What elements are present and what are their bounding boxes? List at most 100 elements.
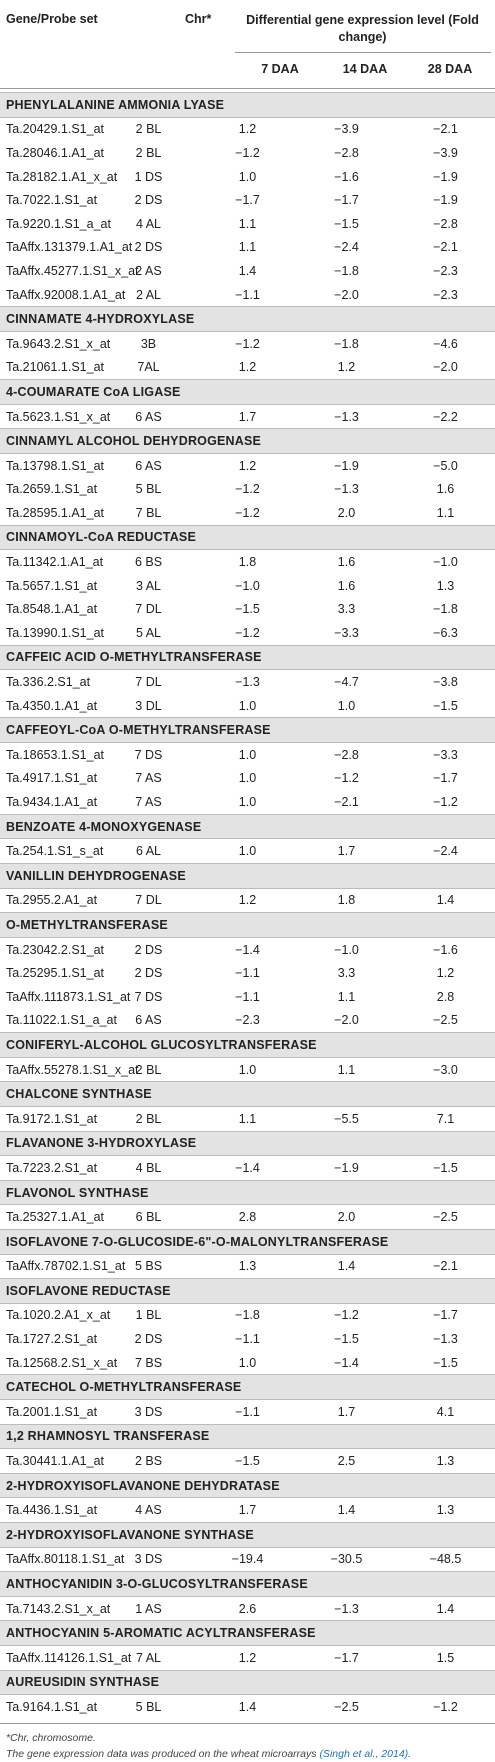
section-title: CONIFERYL-ALCOHOL GLUCOSYLTRANSFERASE xyxy=(0,1032,495,1058)
section-header-row: CATECHOL O-METHYLTRANSFERASE xyxy=(0,1374,495,1401)
table-row: TaAffx.131379.1.A1_at 2 DS 1.1 −2.4 −2.1 xyxy=(0,236,495,260)
fold-change-28daa-cell: −1.7 xyxy=(433,771,458,786)
section-header-row: CINNAMYL ALCOHOL DEHYDROGENASE xyxy=(0,428,495,454)
probe-set-cell: Ta.28595.1.A1_at xyxy=(6,505,104,520)
chromosome-cell: 2 DS xyxy=(134,193,163,208)
probe-set-cell: Ta.20429.1.S1_at xyxy=(6,122,104,137)
probe-set-cell: TaAffx.80118.1.S1_at xyxy=(6,1552,125,1567)
probe-set-cell: Ta.7223.2.S1_at xyxy=(6,1160,98,1175)
fold-change-7daa-cell: −1.2 xyxy=(235,505,260,520)
probe-set-cell: Ta.4436.1.S1_at xyxy=(6,1503,98,1518)
header-divider xyxy=(235,52,491,53)
chromosome-cell: 4 BL xyxy=(135,1160,162,1175)
stage-header-7daa: 7 DAA xyxy=(261,62,299,76)
table-row: Ta.7022.1.S1_at 2 DS −1.7 −1.7 −1.9 xyxy=(0,188,495,212)
fold-change-14daa-cell: −3.9 xyxy=(334,122,359,137)
probe-set-cell: TaAffx.55278.1.S1_x_at xyxy=(6,1062,139,1077)
fold-change-14daa-cell: −2.4 xyxy=(334,240,359,255)
fold-change-7daa-cell: 1.4 xyxy=(238,263,257,278)
fold-change-28daa-cell: −3.3 xyxy=(433,747,458,762)
fold-change-7daa-cell: 1.0 xyxy=(238,844,257,859)
chromosome-cell: 3 AL xyxy=(135,578,162,593)
fold-change-14daa-cell: 1.1 xyxy=(337,1062,356,1077)
table-row: Ta.2001.1.S1_at 3 DS −1.1 1.7 4.1 xyxy=(0,1400,495,1425)
section-header-row: O-METHYLTRANSFERASE xyxy=(0,912,495,938)
fold-change-14daa-cell: 3.3 xyxy=(337,602,356,617)
fold-change-7daa-cell: 1.0 xyxy=(238,795,257,810)
fold-change-28daa-cell: −1.3 xyxy=(433,1332,458,1347)
table-row: Ta.1020.2.A1_x_at 1 BL −1.8 −1.2 −1.7 xyxy=(0,1303,495,1327)
fold-change-7daa-cell: −2.3 xyxy=(235,1013,260,1028)
probe-set-cell: TaAffx.45277.1.S1_x_at xyxy=(6,263,139,278)
fold-change-7daa-cell: −1.8 xyxy=(235,1308,260,1323)
table-row: Ta.13798.1.S1_at 6 AS 1.2 −1.9 −5.0 xyxy=(0,453,495,477)
fold-change-28daa-cell: −1.5 xyxy=(433,1355,458,1370)
probe-set-cell: TaAffx.78702.1.S1_at xyxy=(6,1259,126,1274)
fold-change-28daa-cell: 1.1 xyxy=(436,505,455,520)
chromosome-cell: 2 DS xyxy=(134,966,163,981)
section-title: O-METHYLTRANSFERASE xyxy=(0,912,495,938)
section-header-row: 4-COUMARATE CoA LIGASE xyxy=(0,379,495,405)
fold-change-28daa-cell: −2.5 xyxy=(433,1210,458,1225)
chromosome-cell: 2 BL xyxy=(135,1111,162,1126)
section-header-row: CONIFERYL-ALCOHOL GLUCOSYLTRANSFERASE xyxy=(0,1032,495,1058)
chromosome-cell: 2 BS xyxy=(134,1454,163,1469)
fold-change-7daa-cell: −1.5 xyxy=(235,602,260,617)
fold-change-7daa-cell: 1.2 xyxy=(238,893,257,908)
section-title: PHENYLALANINE AMMONIA LYASE xyxy=(0,92,495,118)
chromosome-cell: 4 AS xyxy=(135,1503,162,1518)
table-row: TaAffx.114126.1.S1_at 7 AL 1.2 −1.7 1.5 xyxy=(0,1646,495,1671)
section-header-row: CINNAMATE 4-HYDROXYLASE xyxy=(0,306,495,332)
fold-change-14daa-cell: −1.9 xyxy=(334,1160,359,1175)
fold-change-14daa-cell: −1.4 xyxy=(334,1355,359,1370)
table-row: Ta.2955.2.A1_at 7 DL 1.2 1.8 1.4 xyxy=(0,888,495,913)
fold-change-7daa-cell: 1.7 xyxy=(238,1503,257,1518)
probe-set-cell: Ta.13798.1.S1_at xyxy=(6,458,104,473)
fold-change-7daa-cell: 1.8 xyxy=(238,555,257,570)
fold-change-28daa-cell: −5.0 xyxy=(433,458,458,473)
footer-rule xyxy=(0,1722,495,1724)
fold-change-14daa-cell: 1.4 xyxy=(337,1503,356,1518)
table-row: Ta.13990.1.S1_at 5 AL −1.2 −3.3 −6.3 xyxy=(0,621,495,645)
section-title: ANTHOCYANIN 5-AROMATIC ACYLTRANSFERASE xyxy=(0,1620,495,1646)
fold-change-28daa-cell: 1.4 xyxy=(436,893,455,908)
table-row: Ta.9172.1.S1_at 2 BL 1.1 −5.5 7.1 xyxy=(0,1106,495,1131)
section-title: CATECHOL O-METHYLTRANSFERASE xyxy=(0,1374,495,1401)
chromosome-cell: 2 DS xyxy=(134,240,163,255)
table-footnotes: *Chr, chromosome. The gene expression da… xyxy=(0,1722,495,1762)
probe-set-cell: Ta.1020.2.A1_x_at xyxy=(6,1308,111,1323)
citation-link[interactable]: (Singh et al., 2014) xyxy=(319,1747,409,1760)
section-title: FLAVONOL SYNTHASE xyxy=(0,1179,495,1206)
fold-change-28daa-cell: −2.4 xyxy=(433,844,458,859)
fold-change-7daa-cell: 1.0 xyxy=(238,747,257,762)
chromosome-cell: 2 AL xyxy=(135,287,162,302)
fold-change-28daa-cell: 4.1 xyxy=(436,1404,455,1419)
table-row: Ta.20429.1.S1_at 2 BL 1.2 −3.9 −2.1 xyxy=(0,117,495,141)
section-title: ISOFLAVONE 7-O-GLUCOSIDE-6"-O-MALONYLTRA… xyxy=(0,1228,495,1255)
fold-change-7daa-cell: −1.4 xyxy=(235,1160,260,1175)
fold-change-14daa-cell: 1.8 xyxy=(337,893,356,908)
table-row: Ta.21061.1.S1_at 7AL 1.2 1.2 −2.0 xyxy=(0,356,495,380)
section-header-row: CAFFEIC ACID O-METHYLTRANSFERASE xyxy=(0,644,495,671)
table-row: Ta.4350.1.A1_at 3 DL 1.0 1.0 −1.5 xyxy=(0,694,495,718)
fold-change-14daa-cell: −1.0 xyxy=(334,942,359,957)
fold-change-14daa-cell: −1.9 xyxy=(334,458,359,473)
probe-set-cell: Ta.1727.2.S1_at xyxy=(6,1332,98,1347)
fold-change-14daa-cell: 1.1 xyxy=(337,989,356,1004)
table-row: Ta.2659.1.S1_at 5 BL −1.2 −1.3 1.6 xyxy=(0,478,495,502)
stage-header-28daa: 28 DAA xyxy=(427,62,473,76)
table-row: Ta.7143.2.S1_x_at 1 AS 2.6 −1.3 1.4 xyxy=(0,1596,495,1621)
section-header-row: ISOFLAVONE REDUCTASE xyxy=(0,1278,495,1304)
chromosome-cell: 5 BL xyxy=(135,1699,162,1714)
fold-change-7daa-cell: 1.4 xyxy=(238,1699,257,1714)
section-title: 2-HYDROXYISOFLAVANONE SYNTHASE xyxy=(0,1522,495,1548)
section-header-row: FLAVANONE 3-HYDROXYLASE xyxy=(0,1130,495,1157)
fold-change-14daa-cell: −2.0 xyxy=(334,1013,359,1028)
section-title: CAFFEOYL-CoA O-METHYLTRANSFERASE xyxy=(0,717,495,744)
fold-change-14daa-cell: 3.3 xyxy=(337,966,356,981)
chromosome-cell: 3 DL xyxy=(135,698,162,713)
fold-change-14daa-cell: 1.4 xyxy=(337,1259,356,1274)
fold-change-28daa-cell: −1.2 xyxy=(433,795,458,810)
fold-change-7daa-cell: 2.8 xyxy=(238,1210,257,1225)
fold-change-14daa-cell: −1.5 xyxy=(334,216,359,231)
